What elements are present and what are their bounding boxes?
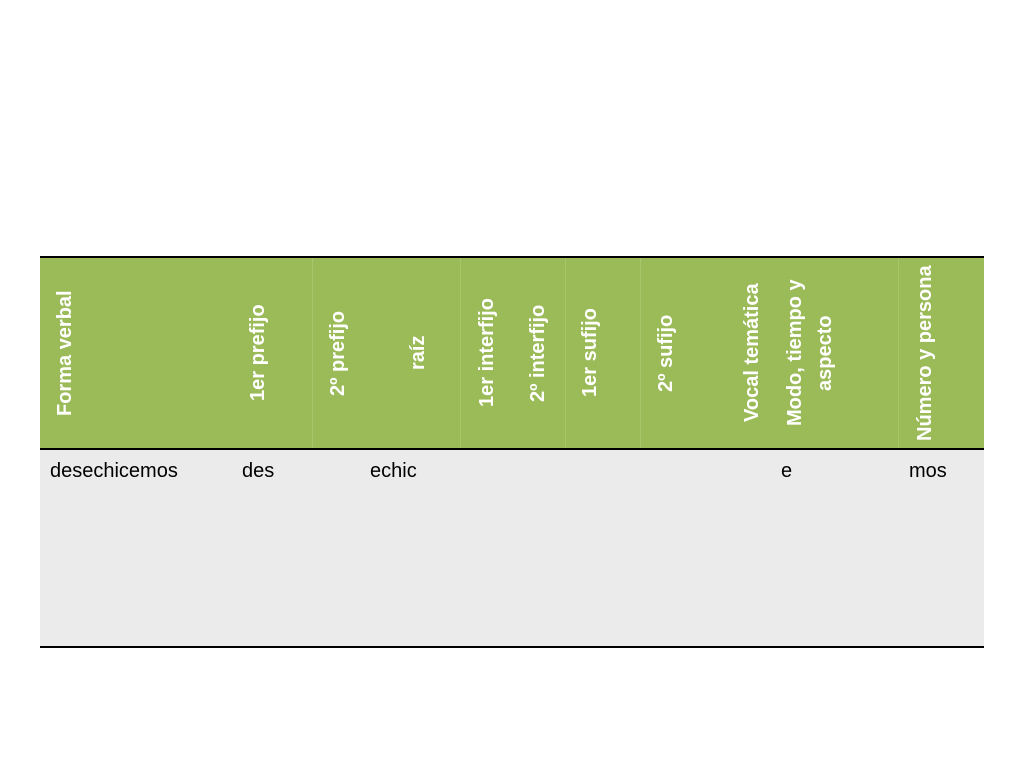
cell: echic [370, 460, 417, 482]
cell: e [781, 460, 793, 482]
header-row [40, 256, 984, 450]
header-cell: 1er sufijo [579, 308, 601, 398]
column-separator [460, 258, 461, 448]
header-cell: 2º interfijo [527, 304, 549, 402]
column-separator [565, 258, 566, 448]
cell: desechicemos [50, 460, 178, 482]
header-cell: 1er prefijo [247, 304, 269, 402]
column-separator [898, 258, 899, 448]
header-cell: Modo, tiempo y aspecto [784, 279, 836, 427]
header-cell: 1er interfijo [476, 298, 498, 408]
cell: des [242, 460, 275, 482]
header-cell: Forma verbal [54, 290, 76, 416]
header-cell: 2º sufijo [655, 314, 677, 392]
cell: mos [909, 460, 947, 482]
header-cell: Número y persona [914, 265, 936, 441]
body-row [40, 450, 984, 648]
header-cell: Vocal temática [741, 283, 763, 423]
header-cell: 2º prefijo [327, 310, 349, 396]
column-separator [312, 258, 313, 448]
column-separator [640, 258, 641, 448]
header-cell: raíz [407, 335, 429, 371]
